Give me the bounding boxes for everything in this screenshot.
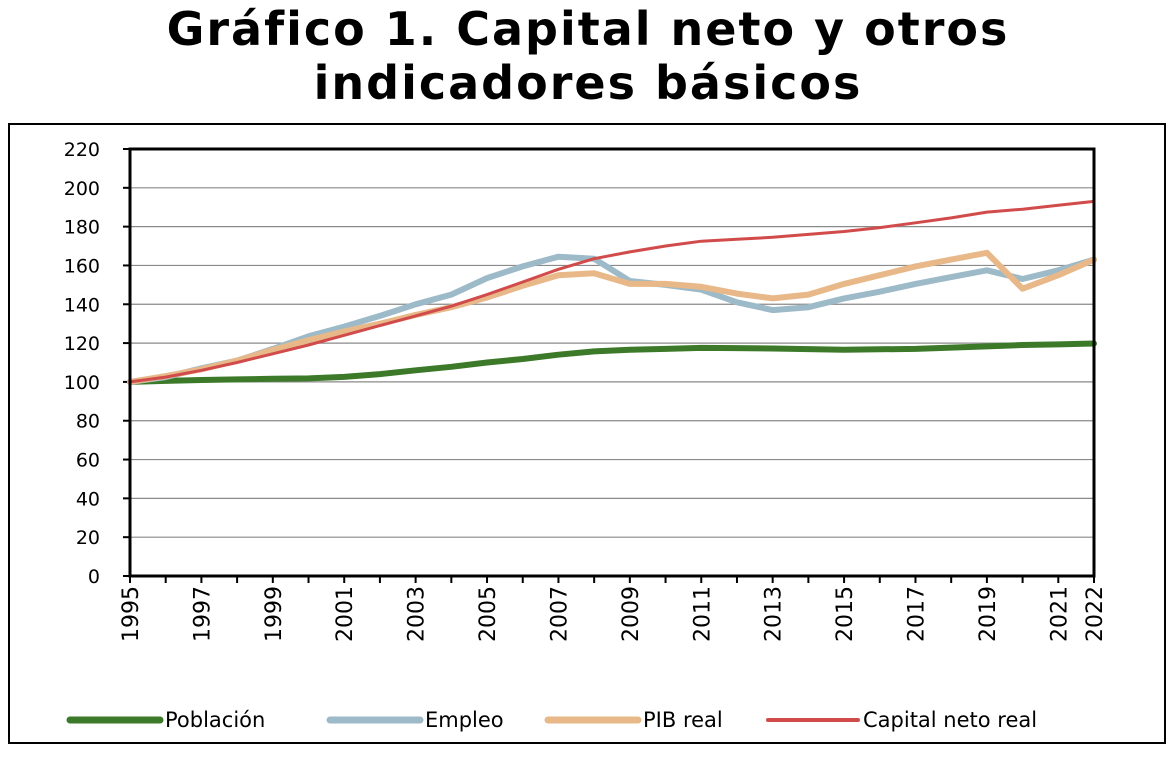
- chart-frame: [8, 123, 1166, 744]
- legend-label: Capital neto real: [863, 708, 1037, 732]
- x-tick-label: 2009: [619, 586, 644, 642]
- y-tick-label: 120: [64, 333, 100, 355]
- chart-title: Gráfico 1. Capital neto y otros indicado…: [166, 2, 1010, 110]
- x-tick-label: 2013: [762, 586, 787, 642]
- x-tick-label: 2003: [405, 586, 430, 642]
- x-tick-label: 2019: [976, 586, 1001, 642]
- series-line: [128, 199, 1096, 384]
- y-tick-label: 140: [64, 294, 100, 316]
- y-tick-label: 80: [76, 411, 100, 433]
- x-tick-label: 2015: [833, 586, 858, 642]
- y-tick-label: 160: [64, 255, 100, 277]
- y-tick-label: 40: [76, 488, 100, 510]
- x-tick-label: 2005: [476, 586, 501, 642]
- x-tick-label: 2021: [1047, 586, 1072, 642]
- y-tick-label: 180: [64, 217, 100, 239]
- x-tick-label: 2007: [547, 586, 572, 642]
- y-tick-label: 60: [76, 450, 100, 472]
- x-tick-label: 1999: [262, 586, 287, 642]
- y-tick-label: 20: [76, 527, 100, 549]
- y-tick-label: 220: [64, 139, 100, 161]
- legend-label: PIB real: [643, 708, 723, 732]
- x-tick-label: 2017: [904, 586, 929, 642]
- x-tick-label: 2022: [1083, 586, 1108, 642]
- y-tick-label: 0: [88, 566, 100, 588]
- y-tick-label: 200: [64, 178, 100, 200]
- legend-label: Población: [165, 708, 265, 732]
- plot-area-border: [128, 147, 1096, 578]
- x-tick-label: 1997: [190, 586, 215, 642]
- x-tick-label: 2001: [333, 586, 358, 642]
- series-line: [127, 249, 1097, 385]
- series-line: [127, 340, 1097, 385]
- x-tick-label: 1995: [119, 586, 144, 642]
- y-tick-label: 100: [64, 372, 100, 394]
- x-tick-label: 2011: [690, 586, 715, 642]
- legend-label: Empleo: [425, 708, 504, 732]
